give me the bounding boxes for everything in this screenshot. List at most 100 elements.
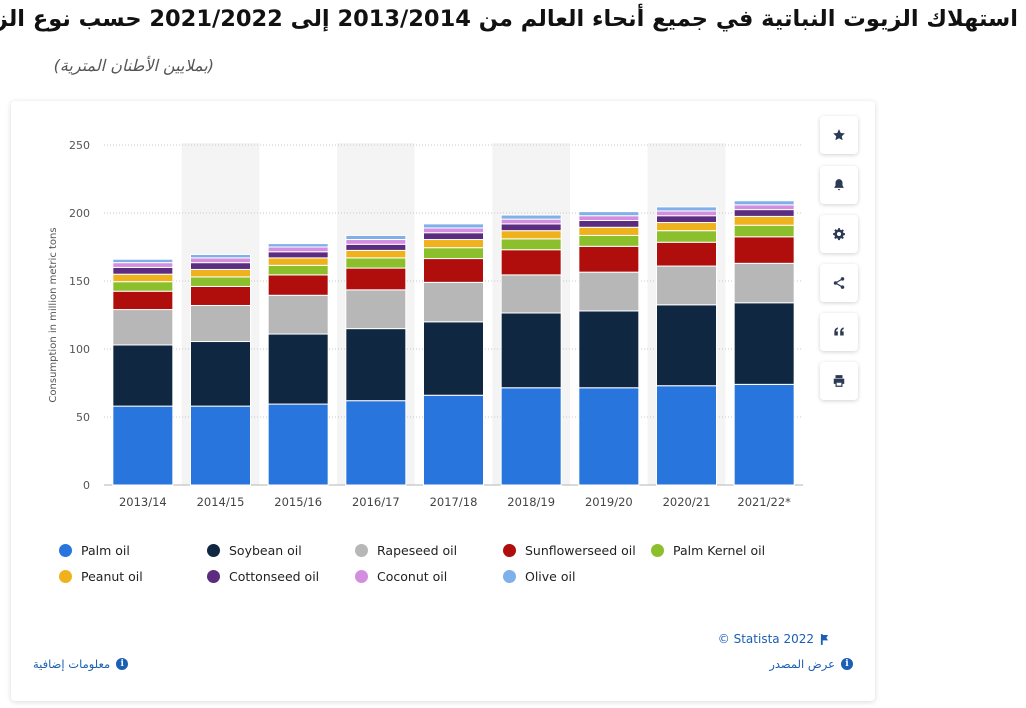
bar-segment[interactable] <box>345 289 407 330</box>
bar-segment[interactable] <box>345 243 407 251</box>
bar-segment[interactable] <box>500 249 562 276</box>
bar-segment[interactable] <box>656 304 717 387</box>
bar-segment[interactable] <box>345 328 407 402</box>
bar-segment[interactable] <box>190 285 251 306</box>
bar-segment[interactable] <box>423 232 484 241</box>
favorite-button[interactable] <box>820 116 858 154</box>
bar-segment[interactable] <box>423 394 484 486</box>
bar-segment[interactable] <box>190 304 251 343</box>
bar-segment[interactable] <box>578 211 640 217</box>
bar-segment[interactable] <box>190 257 251 264</box>
bar-segment[interactable] <box>345 239 407 245</box>
settings-button[interactable] <box>820 215 858 253</box>
bar-segment[interactable] <box>500 214 562 220</box>
bar-segment[interactable] <box>267 257 329 266</box>
bar-segment[interactable] <box>423 321 484 396</box>
legend-item[interactable]: Palm oil <box>59 540 130 560</box>
bar-segment[interactable] <box>345 234 407 241</box>
notification-button[interactable] <box>820 166 858 204</box>
bar-segment[interactable] <box>578 310 640 389</box>
legend-item[interactable]: Sunflowerseed oil <box>503 540 636 560</box>
legend-item[interactable]: Olive oil <box>503 566 575 586</box>
copyright-link[interactable]: © Statista 2022 <box>718 632 829 646</box>
bar-segment[interactable] <box>190 405 251 486</box>
bar-segment[interactable] <box>733 209 795 217</box>
additional-info-link[interactable]: i معلومات إضافية <box>33 657 129 671</box>
bar-segment[interactable] <box>190 341 251 407</box>
bar-segment[interactable] <box>112 258 174 264</box>
share-button[interactable] <box>820 264 858 302</box>
bar-segment[interactable] <box>733 224 795 238</box>
bar-segment[interactable] <box>578 245 640 273</box>
bar-segment[interactable] <box>656 385 717 486</box>
bar-segment[interactable] <box>656 241 717 267</box>
bar-segment[interactable] <box>112 262 174 268</box>
bar-segment[interactable] <box>656 222 717 232</box>
bar-segment[interactable] <box>423 239 484 249</box>
legend-item[interactable]: Cottonseed oil <box>207 566 319 586</box>
bar-segment[interactable] <box>578 271 640 312</box>
bar-segment[interactable] <box>190 268 251 278</box>
bar-segment[interactable] <box>733 200 795 206</box>
bar-segment[interactable] <box>500 387 562 486</box>
bar-segment[interactable] <box>733 383 795 486</box>
bar-segment[interactable] <box>500 312 562 389</box>
bar-segment[interactable] <box>112 344 174 407</box>
bar-segment[interactable] <box>656 210 717 217</box>
legend-item[interactable]: Palm Kernel oil <box>651 540 765 560</box>
bar-segment[interactable] <box>190 253 251 259</box>
bar-segment[interactable] <box>345 257 407 269</box>
bar-segment[interactable] <box>267 243 329 248</box>
bar-segment[interactable] <box>112 273 174 283</box>
bar-segment[interactable] <box>733 262 795 304</box>
bar-segment[interactable] <box>578 215 640 221</box>
bar-segment[interactable] <box>345 267 407 291</box>
bar-segment[interactable] <box>500 223 562 232</box>
bar-segment[interactable] <box>423 247 484 260</box>
bar-segment[interactable] <box>190 262 251 270</box>
bar-segment[interactable] <box>733 236 795 264</box>
legend-item[interactable]: Peanut oil <box>59 566 143 586</box>
bar-segment[interactable] <box>578 219 640 228</box>
cite-button[interactable] <box>820 313 858 351</box>
bar-segment[interactable] <box>500 230 562 240</box>
show-source-link[interactable]: i عرض المصدر <box>769 657 853 671</box>
bar-segment[interactable] <box>733 215 795 226</box>
bar-segment[interactable] <box>112 405 174 486</box>
legend-item[interactable]: Coconut oil <box>355 566 447 586</box>
bar-segment[interactable] <box>267 246 329 253</box>
bar-segment[interactable] <box>500 238 562 251</box>
bar-segment[interactable] <box>423 227 484 234</box>
bar-segment[interactable] <box>423 258 484 283</box>
y-tick-label: 200 <box>69 207 90 220</box>
bar-segment[interactable] <box>267 264 329 276</box>
bar-segment[interactable] <box>500 218 562 225</box>
bar-segment[interactable] <box>656 215 717 224</box>
print-button[interactable] <box>820 362 858 400</box>
legend-item[interactable]: Soybean oil <box>207 540 302 560</box>
bar-segment[interactable] <box>733 302 795 385</box>
bar-segment[interactable] <box>112 309 174 346</box>
bar-segment[interactable] <box>112 290 174 311</box>
bar-segment[interactable] <box>345 400 407 486</box>
bar-segment[interactable] <box>267 403 329 486</box>
bar-segment[interactable] <box>267 333 329 405</box>
bar-segment[interactable] <box>656 265 717 306</box>
bar-segment[interactable] <box>267 274 329 296</box>
bar-segment[interactable] <box>112 266 174 275</box>
bar-segment[interactable] <box>500 274 562 314</box>
bar-segment[interactable] <box>423 281 484 323</box>
bar-segment[interactable] <box>423 223 484 229</box>
bar-segment[interactable] <box>578 234 640 247</box>
legend-item[interactable]: Rapeseed oil <box>355 540 457 560</box>
bar-segment[interactable] <box>656 206 717 212</box>
bar-segment[interactable] <box>112 281 174 292</box>
bar-segment[interactable] <box>656 230 717 243</box>
bar-segment[interactable] <box>578 226 640 236</box>
bar-segment[interactable] <box>578 387 640 486</box>
bar-segment[interactable] <box>267 251 329 259</box>
bar-segment[interactable] <box>345 249 407 259</box>
bar-segment[interactable] <box>733 204 795 211</box>
bar-segment[interactable] <box>267 294 329 335</box>
bar-segment[interactable] <box>190 276 251 287</box>
